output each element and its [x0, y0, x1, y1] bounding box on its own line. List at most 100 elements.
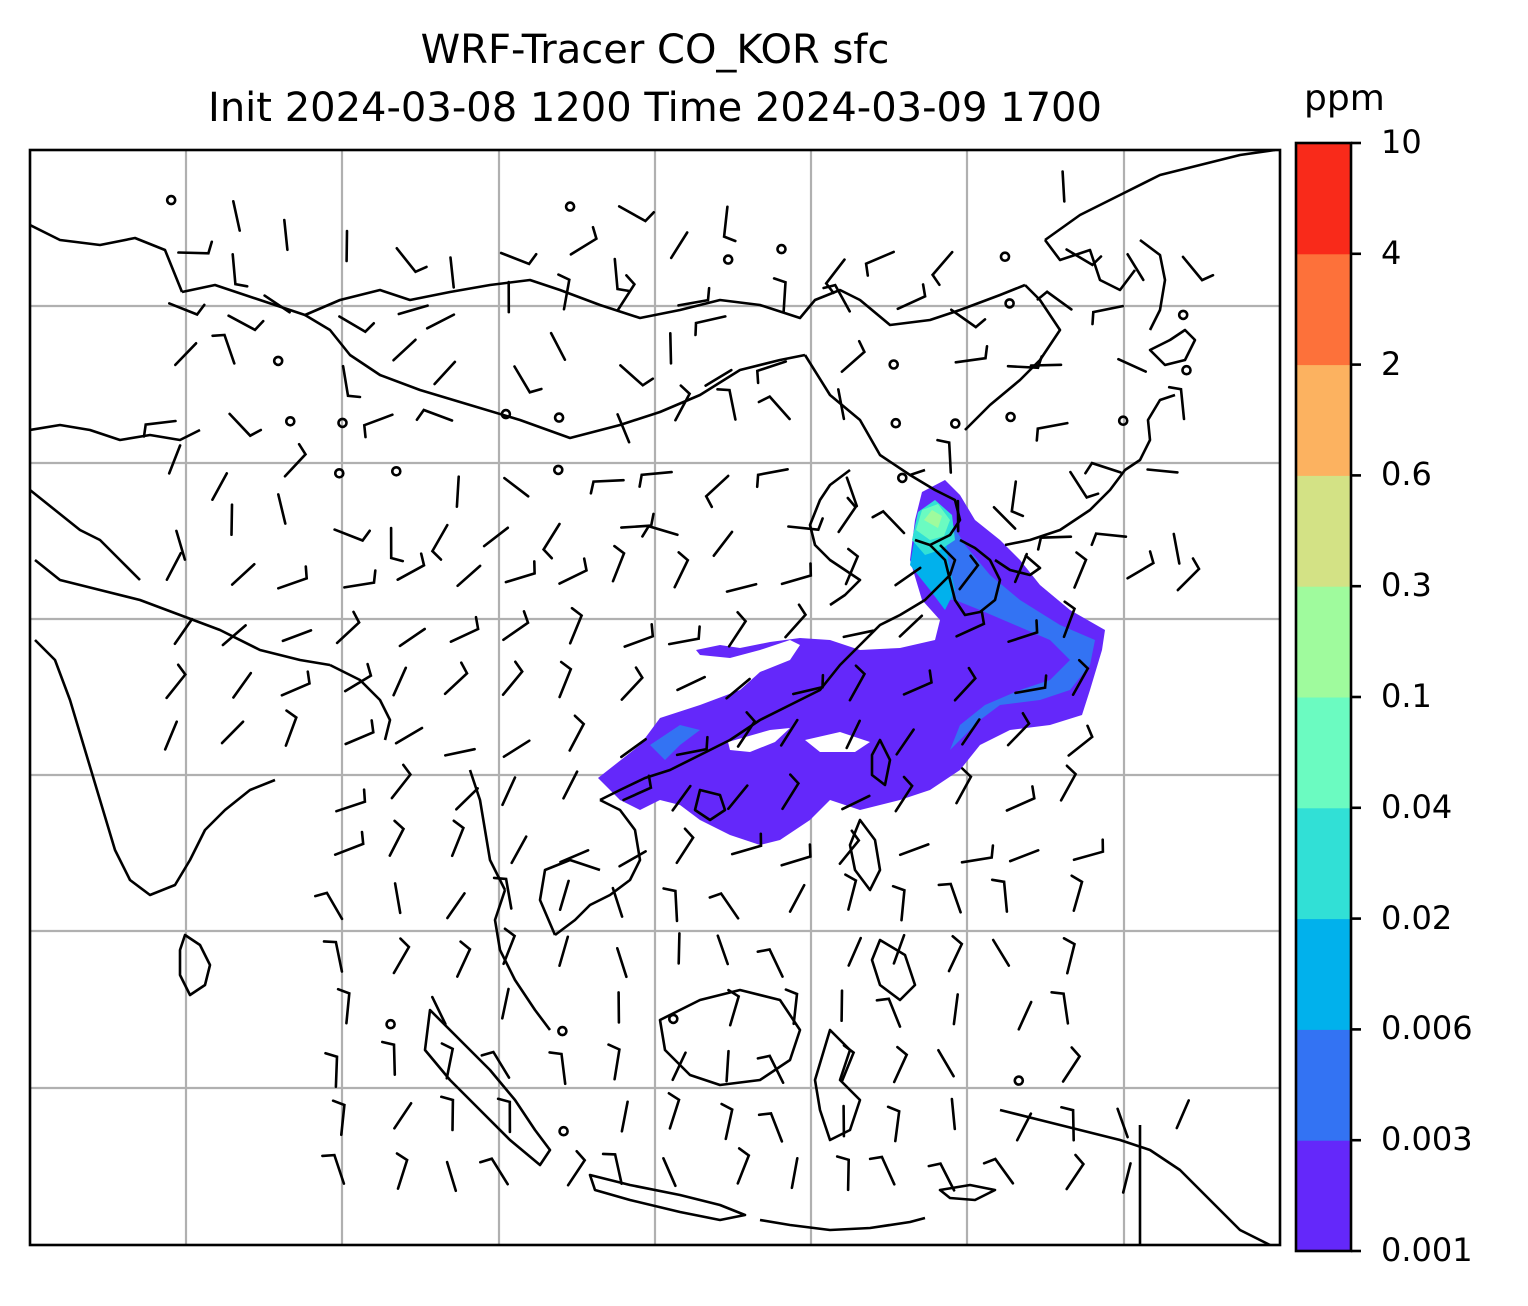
wind-barb: [1015, 1112, 1033, 1142]
wind-barb: [755, 468, 789, 489]
plume-gap: [728, 728, 790, 752]
wind-barb: [392, 338, 417, 362]
wind-barb: [788, 883, 806, 913]
wind-barb: [449, 256, 455, 289]
wind-barb: [1121, 1162, 1132, 1194]
wind-barb: [335, 788, 367, 813]
wind-barb: [569, 225, 598, 256]
wind-barb: [343, 569, 377, 589]
wind-barb: [221, 624, 247, 647]
wind-barb: [388, 819, 406, 857]
co-tracer-plume: [598, 480, 1105, 845]
wind-barb: [335, 610, 361, 645]
wind-barb: [673, 551, 690, 589]
wind-barb: [784, 603, 808, 639]
wind-barb-calm: [1117, 415, 1129, 427]
india-coast-west: [34, 639, 276, 897]
lesser-sunda: [759, 1216, 926, 1232]
new-guinea: [999, 1108, 1271, 1245]
wind-barb: [1008, 849, 1040, 863]
wind-barb: [623, 623, 655, 648]
wind-barb: [982, 1157, 1015, 1185]
wind-barb-calm: [557, 1025, 568, 1037]
sulawesi: [813, 1028, 862, 1142]
colorbar-swatch: [1296, 475, 1351, 587]
wind-barb: [1090, 532, 1128, 547]
wind-barb-calm: [333, 467, 345, 479]
wind-barb: [510, 835, 528, 865]
wind-barb: [1072, 838, 1105, 862]
wind-barb: [961, 718, 981, 746]
plume-gap: [805, 732, 870, 752]
korea-peninsula: [929, 538, 1002, 617]
wind-barb: [674, 384, 692, 422]
wind-barb: [947, 935, 964, 973]
wind-barb: [667, 625, 701, 646]
wind-barb: [837, 496, 858, 534]
malay-peninsula: [493, 889, 552, 1031]
wind-barb: [1017, 1000, 1033, 1031]
wind-barb: [779, 718, 799, 747]
wind-barb: [704, 368, 733, 387]
wind-barb: [671, 1051, 687, 1082]
wind-barb: [230, 503, 234, 536]
wind-barb: [756, 948, 784, 978]
wind-barb: [456, 940, 472, 978]
wind-barb: [617, 205, 656, 223]
wind-barb: [611, 544, 626, 583]
colorbar-swatch: [1296, 697, 1351, 809]
wind-barb: [502, 610, 530, 642]
wind-barb: [620, 738, 647, 759]
wind-barb: [611, 886, 624, 918]
wind-barb: [677, 932, 681, 965]
wind-barb: [390, 763, 413, 800]
wind-barb-calm: [390, 465, 402, 477]
china-border-ne: [803, 354, 926, 477]
wind-barb: [894, 775, 914, 813]
wind-barb: [1059, 764, 1078, 802]
wind-barb: [694, 315, 727, 337]
wind-barb: [549, 331, 567, 361]
colorbar-tick-label: 10: [1381, 123, 1422, 161]
wind-barb: [558, 660, 573, 699]
wind-barb: [343, 662, 373, 693]
wind-barb: [443, 661, 469, 696]
wind-barb: [622, 774, 653, 802]
wind-barb: [780, 562, 813, 586]
wind-barb: [892, 933, 906, 965]
wind-barb: [886, 1105, 901, 1143]
wind-barb: [864, 250, 895, 277]
colorbar-swatch: [1296, 918, 1351, 1030]
wind-barb: [398, 627, 426, 648]
okhotsk-coast: [1043, 239, 1137, 292]
wind-barb-calm: [776, 243, 787, 255]
wind-barb: [1071, 658, 1090, 696]
wind-barb: [502, 927, 517, 966]
wind-barb-calm: [1181, 364, 1192, 376]
wind-barb: [991, 938, 1011, 967]
wind-barb: [675, 735, 709, 757]
wind-barb-calm: [999, 251, 1011, 263]
wind-barb: [727, 784, 749, 811]
wind-barb: [784, 988, 799, 1026]
wind-barb: [730, 832, 763, 856]
wind-barb: [616, 947, 628, 979]
wind-barb: [211, 333, 236, 365]
wind-barb: [277, 493, 287, 525]
wind-barb: [1065, 1153, 1086, 1191]
wind-barb: [440, 1095, 455, 1132]
wind-barb: [847, 936, 862, 967]
wind-barb: [662, 887, 679, 923]
wind-barb: [616, 274, 637, 311]
wind-barb: [677, 286, 711, 307]
wind-barb: [716, 934, 729, 966]
wind-barb: [1167, 385, 1186, 421]
wind-barb: [321, 1153, 346, 1185]
wind-barb: [845, 476, 859, 508]
wind-barb: [227, 314, 265, 332]
wind-barb: [444, 747, 476, 757]
wind-barb: [669, 231, 689, 260]
wind-barb: [284, 709, 298, 747]
wind-barb: [499, 251, 538, 266]
